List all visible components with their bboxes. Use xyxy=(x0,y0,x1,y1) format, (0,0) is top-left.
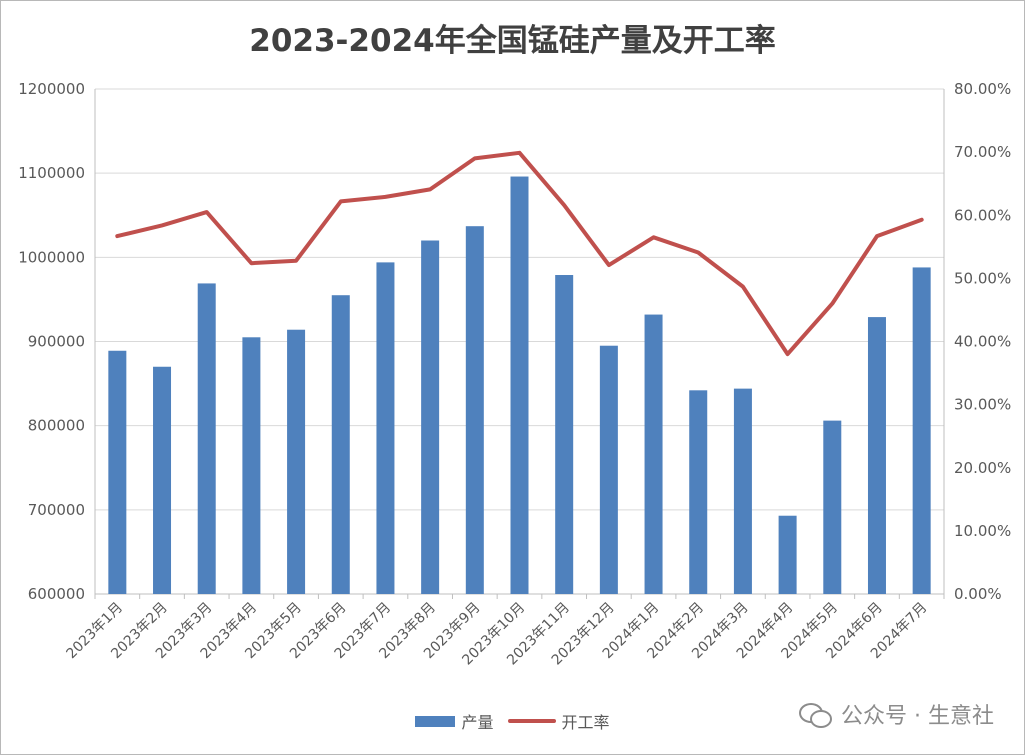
wechat-icon xyxy=(799,701,833,728)
y-right-tick-label: 80.00% xyxy=(954,80,1011,98)
y-left-tick-label: 900000 xyxy=(28,333,85,351)
chart-svg: 600000 700000 800000 900000 1000000 1100000 12… xyxy=(18,80,1011,668)
bar xyxy=(867,317,886,594)
y-left-tick-label: 800000 xyxy=(28,417,85,435)
bar xyxy=(912,267,931,594)
bar xyxy=(733,388,752,594)
bar xyxy=(197,283,216,594)
bar xyxy=(108,350,127,594)
bar xyxy=(689,390,708,594)
bar xyxy=(287,329,306,594)
bar xyxy=(599,345,618,594)
y-left-tick-label: 1100000 xyxy=(18,164,85,182)
watermark: 公众号 · 生意社 xyxy=(799,698,994,730)
bar xyxy=(555,275,574,594)
y-left-tick-label: 1200000 xyxy=(18,80,85,98)
bar xyxy=(242,337,261,594)
y-right-tick-label: 70.00% xyxy=(954,143,1011,161)
legend-label-production: 产量 xyxy=(461,713,494,732)
legend-item-production: 产量 xyxy=(415,709,494,733)
y-left-tick-label: 700000 xyxy=(28,501,85,519)
legend: 产量 开工率 xyxy=(1,709,1024,733)
bar xyxy=(331,295,350,594)
y-right-tick-label: 20.00% xyxy=(954,459,1011,477)
bar xyxy=(465,226,484,595)
y-right-tick-label: 0.00% xyxy=(954,585,1002,603)
y-right-tick-label: 10.00% xyxy=(954,522,1011,540)
bar xyxy=(376,262,395,594)
y-right-tick-label: 40.00% xyxy=(954,333,1011,351)
y-right-tick-label: 30.00% xyxy=(954,396,1011,414)
chart-title: 2023-2024年全国锰硅产量及开工率 xyxy=(249,23,776,59)
legend-swatch-line xyxy=(507,719,556,723)
legend-swatch-bar xyxy=(415,715,456,727)
y-right-tick-label: 60.00% xyxy=(954,206,1011,224)
bar xyxy=(823,420,842,594)
legend-item-operating-rate: 开工率 xyxy=(507,709,610,733)
bar xyxy=(153,366,172,594)
y-left-tick-label: 1000000 xyxy=(18,248,85,266)
bar xyxy=(510,176,529,595)
bar xyxy=(644,314,663,594)
line-series-operating-rate xyxy=(115,150,924,357)
y-left-tick-label: 600000 xyxy=(28,585,85,603)
bar xyxy=(421,240,440,594)
legend-label-operating-rate: 开工率 xyxy=(561,713,610,732)
bar xyxy=(778,515,797,594)
watermark-text: 公众号 · 生意社 xyxy=(841,704,994,729)
y-right-tick-label: 50.00% xyxy=(954,269,1011,287)
